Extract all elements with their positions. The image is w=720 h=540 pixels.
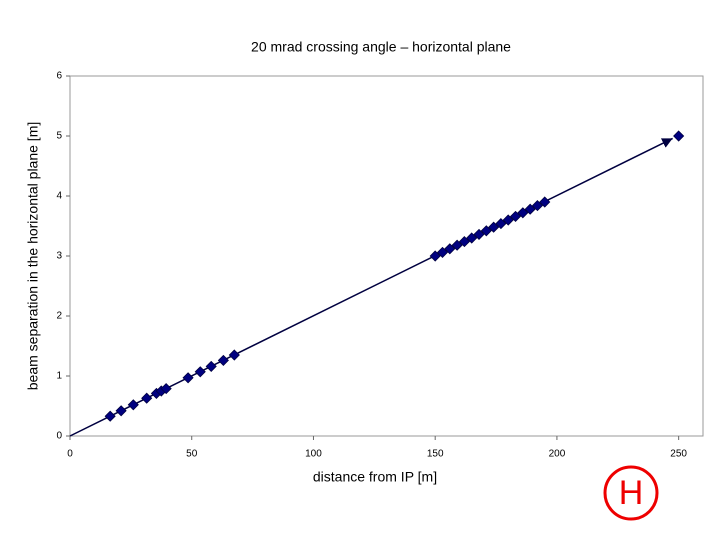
y-tick-label: 5	[56, 131, 62, 142]
plot-area	[69, 75, 704, 437]
point	[160, 383, 172, 395]
point	[217, 354, 229, 366]
x-tick-label: 100	[305, 449, 322, 460]
point	[141, 392, 153, 404]
y-tick-label: 6	[56, 71, 62, 82]
point	[524, 203, 536, 215]
point	[509, 210, 522, 222]
point	[502, 214, 514, 226]
point	[480, 225, 492, 237]
x-tick-label: 0	[67, 449, 73, 460]
x-tick-label: 250	[670, 449, 687, 460]
point	[127, 399, 139, 411]
x-axis-label: distance from IP [m]	[313, 469, 437, 485]
y-tick-label: 0	[56, 431, 62, 442]
x-tick-label: 150	[427, 449, 444, 460]
point	[228, 349, 240, 361]
point	[104, 410, 116, 422]
x-tick-label: 50	[186, 449, 198, 460]
point	[451, 239, 463, 251]
y-tick-label: 3	[56, 251, 62, 262]
point	[517, 207, 529, 219]
x-tick-label: 200	[549, 449, 566, 460]
point	[205, 360, 217, 372]
y-tick-label: 4	[56, 191, 62, 202]
point	[531, 200, 544, 212]
point	[458, 236, 470, 248]
point	[429, 250, 441, 262]
point	[539, 196, 551, 208]
y-axis-label: beam separation in the horizontal plane …	[25, 122, 41, 391]
logo-ring	[603, 465, 659, 521]
y-tick-label: 1	[56, 371, 62, 382]
point	[495, 218, 507, 230]
point	[436, 246, 449, 258]
point	[194, 366, 206, 378]
point	[673, 130, 685, 142]
arrow	[69, 137, 673, 437]
point	[466, 232, 478, 244]
point	[444, 243, 456, 255]
point	[182, 372, 194, 384]
point	[473, 228, 485, 240]
logo: H	[619, 474, 644, 512]
point	[115, 405, 127, 417]
y-tick-label: 2	[56, 311, 62, 322]
chart-title: 20 mrad crossing angle – horizontal plan…	[251, 39, 511, 55]
point	[488, 221, 500, 233]
